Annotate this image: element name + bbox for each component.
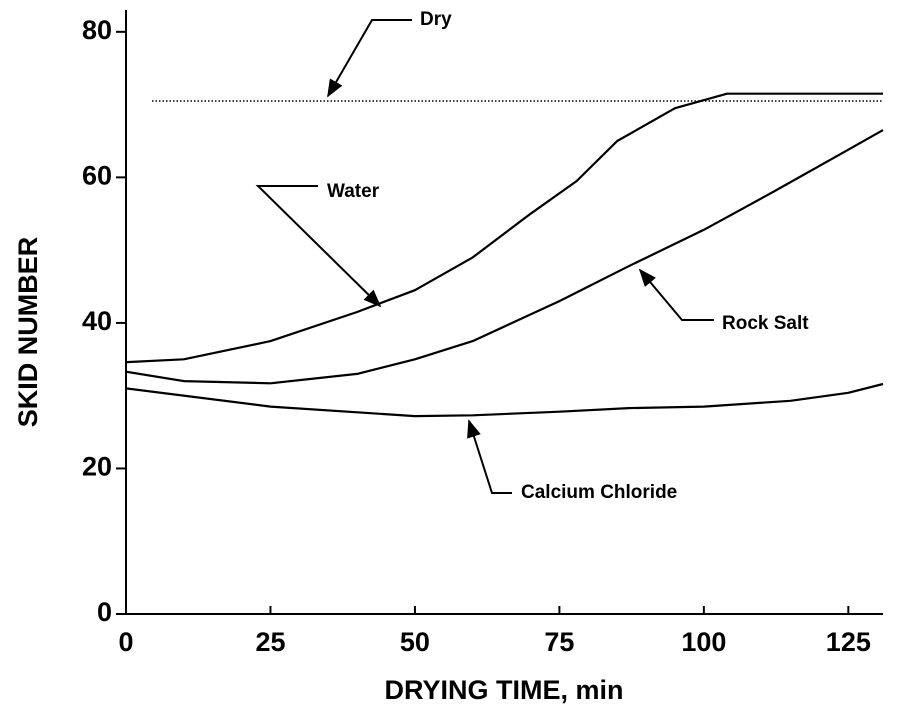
x-axis-label: DRYING TIME, min — [384, 675, 623, 705]
y-tick-label: 80 — [82, 15, 112, 45]
x-tick-label: 0 — [118, 627, 133, 657]
x-tick-label: 50 — [400, 627, 430, 657]
callout-arrow — [255, 185, 382, 308]
y-tick-label: 60 — [82, 160, 112, 190]
y-axis-label: SKID NUMBER — [13, 237, 43, 428]
x-tick-label: 125 — [826, 627, 871, 657]
x-tick-label: 75 — [544, 627, 574, 657]
callout-arrow — [327, 19, 412, 98]
series-line — [125, 129, 884, 385]
series-label: Calcium Chloride — [521, 482, 677, 503]
y-tick-label: 40 — [82, 306, 112, 336]
x-tick-label: 25 — [255, 627, 285, 657]
series-label: Rock Salt — [722, 313, 809, 334]
series-label: Water — [327, 181, 380, 202]
callout-arrow — [638, 268, 714, 321]
series-line — [125, 92, 883, 364]
y-tick-label: 0 — [97, 597, 112, 627]
x-tick-label: 100 — [681, 627, 726, 657]
series-label: Dry — [420, 9, 452, 30]
y-tick-label: 20 — [82, 452, 112, 482]
series-line — [125, 382, 884, 418]
callout-arrow — [467, 419, 512, 494]
